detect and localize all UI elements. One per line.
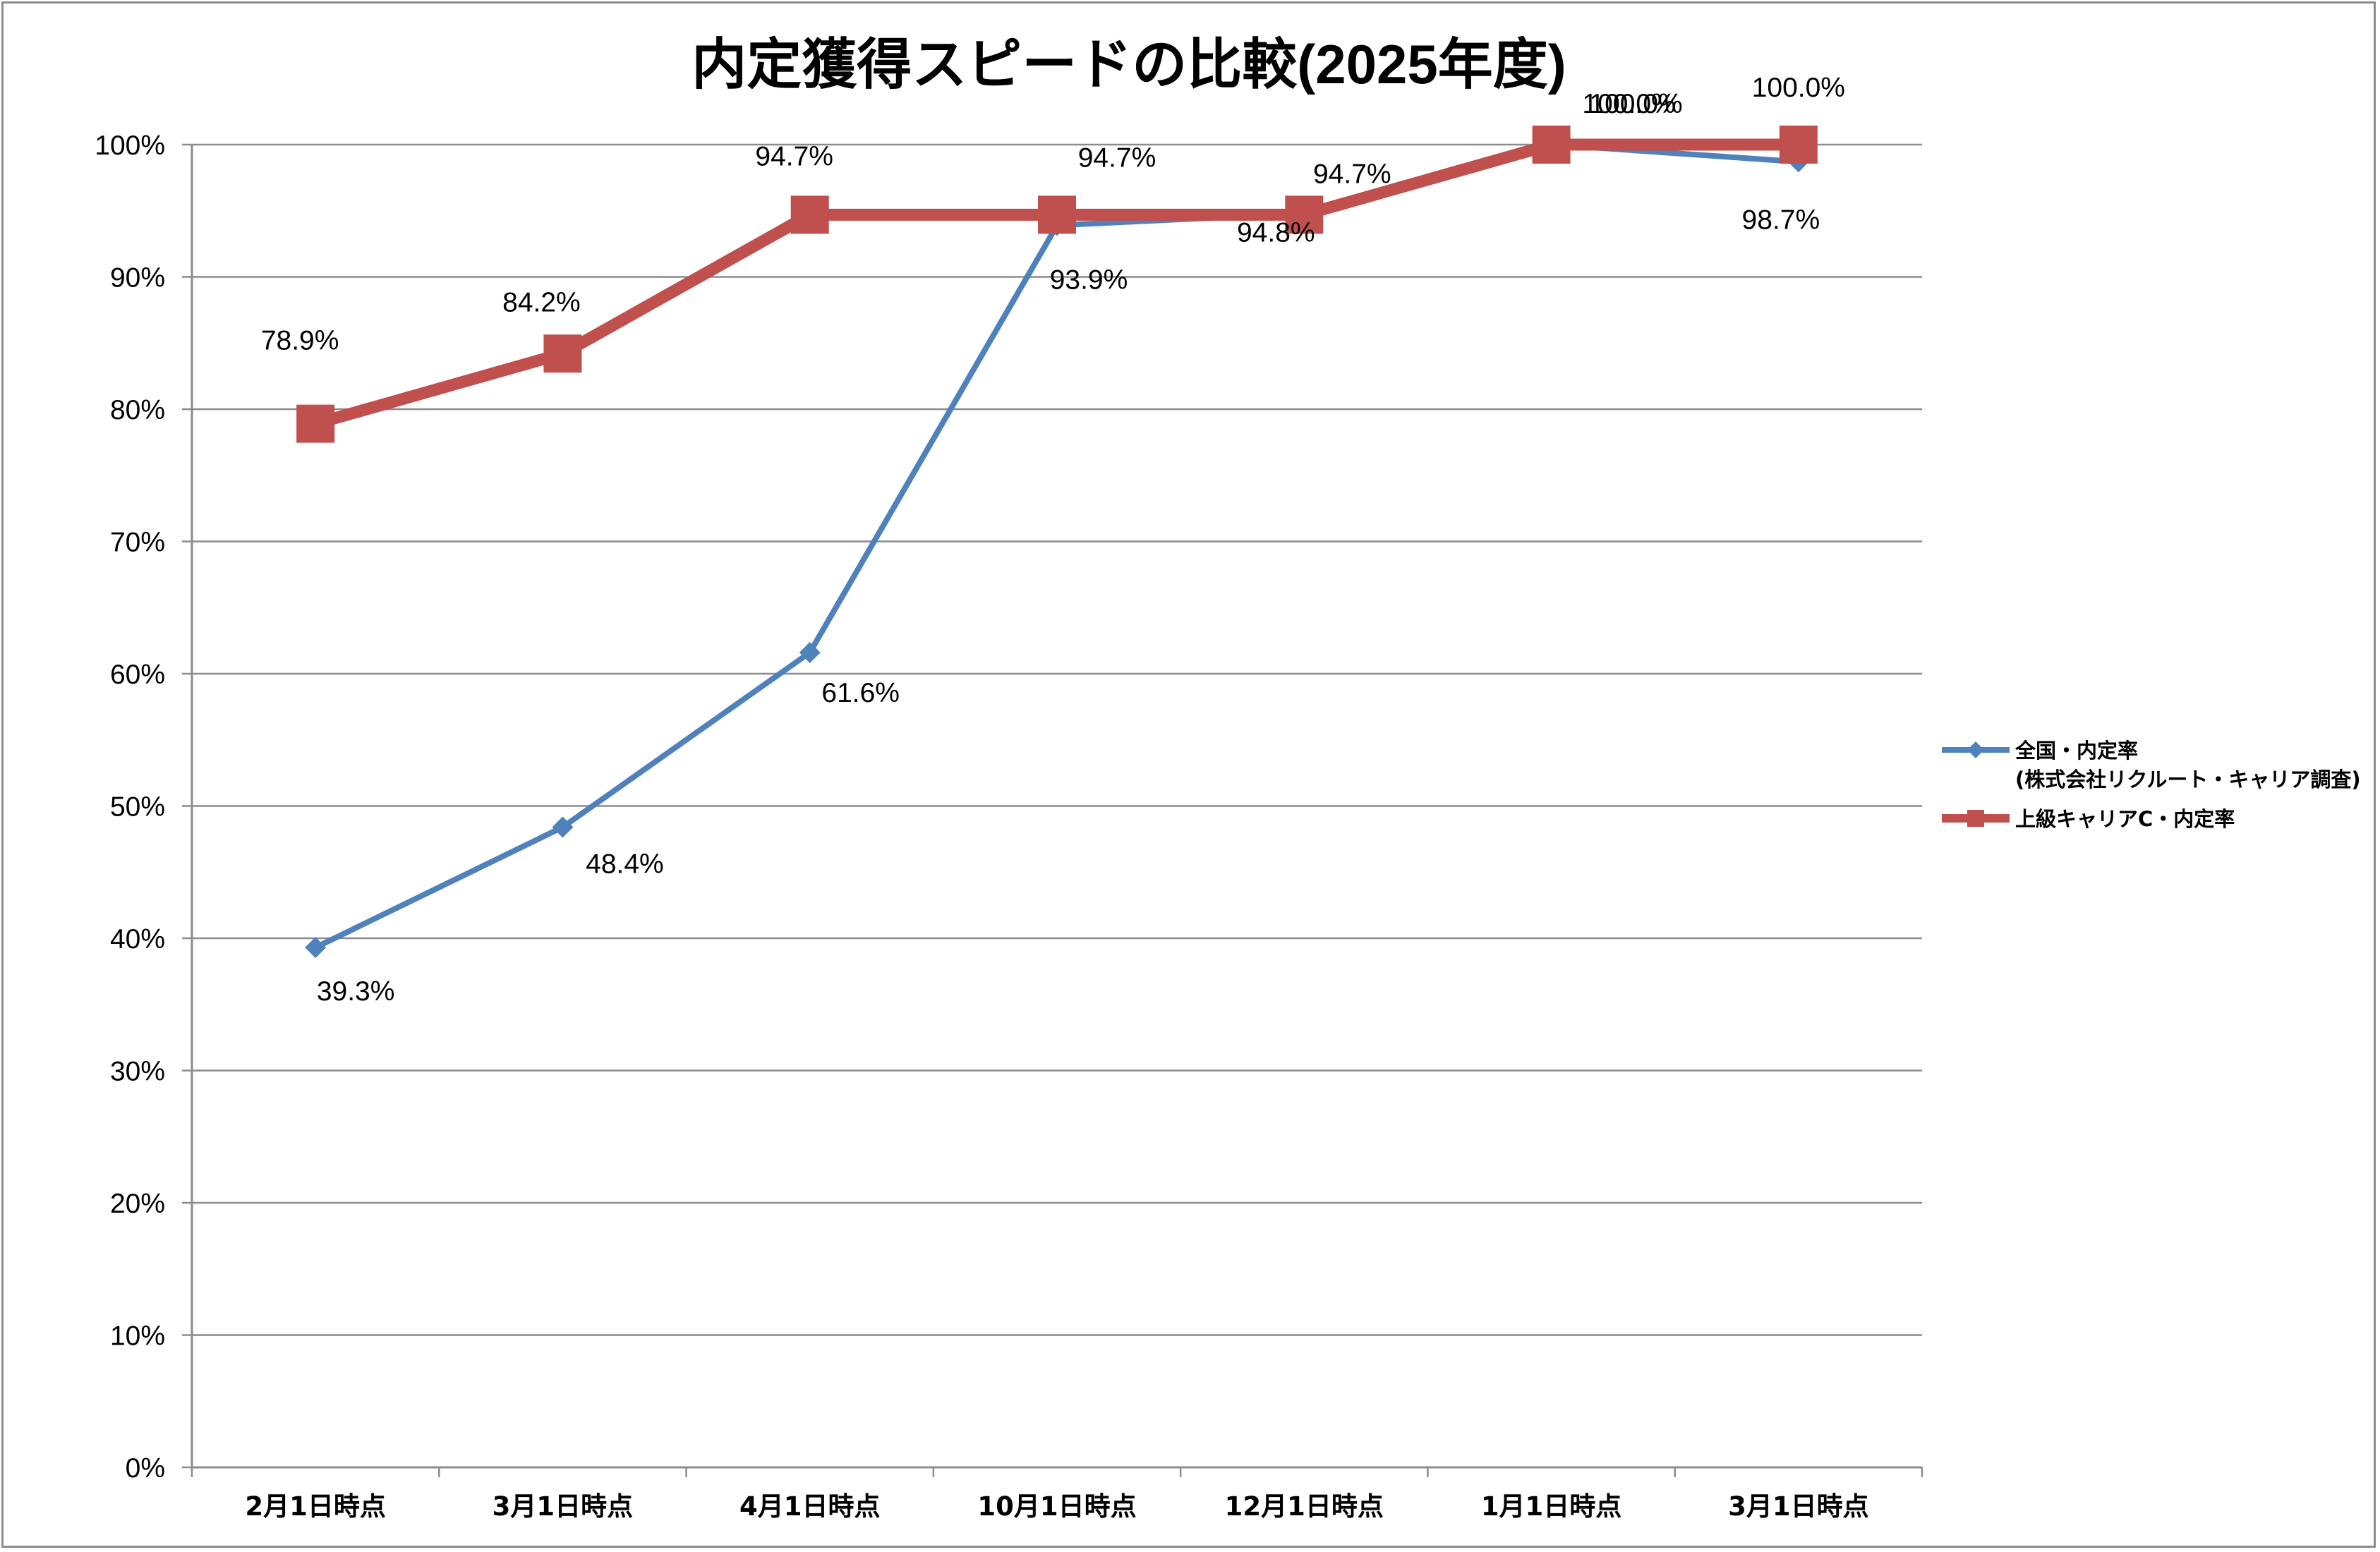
x-tick-label-3: 10月1日時点 (977, 1491, 1136, 1522)
series-0-data-label-2: 61.6% (821, 678, 900, 708)
series-1-data-label-5: 100.0% (1589, 89, 1682, 119)
y-tick-label-0: 0% (126, 1453, 165, 1484)
y-tick-label-6: 60% (110, 660, 165, 690)
x-tick-label-2: 4月1日時点 (739, 1491, 881, 1522)
y-tick-label-8: 80% (110, 395, 165, 425)
series-1-data-label-4: 94.7% (1313, 159, 1391, 189)
series-0-data-label-4: 94.8% (1237, 218, 1315, 248)
y-tick-label-7: 70% (110, 528, 165, 558)
series-1-point-5 (1532, 126, 1571, 164)
series-1-point-0 (296, 404, 335, 443)
series-0-data-label-5: 100.0% (1582, 89, 1675, 119)
series-1-data-label-2: 94.7% (755, 141, 833, 171)
y-tick-label-10: 100% (95, 131, 165, 161)
series-1-data-label-1: 84.2% (502, 287, 581, 317)
y-tick-label-9: 90% (110, 263, 165, 293)
series-1-point-3 (1038, 195, 1076, 234)
series-1-data-label-3: 94.7% (1078, 143, 1156, 173)
series-1-point-2 (790, 195, 829, 234)
y-tick-label-2: 20% (110, 1189, 165, 1219)
legend-label-0: 全国・内定率 (2014, 739, 2138, 763)
series-0-data-label-6: 98.7% (1742, 205, 1820, 235)
x-tick-label-0: 2月1日時点 (245, 1491, 386, 1522)
x-tick-label-4: 12月1日時点 (1225, 1491, 1384, 1522)
y-tick-label-4: 40% (110, 924, 165, 954)
legend-marker-1 (1967, 810, 1984, 827)
x-tick-label-1: 3月1日時点 (493, 1491, 634, 1522)
legend-marker-0 (1967, 741, 1984, 758)
y-tick-label-5: 50% (110, 792, 165, 823)
series-1-point-6 (1779, 126, 1818, 164)
series-0-data-label-3: 93.9% (1050, 265, 1128, 295)
series-0-data-label-1: 48.4% (586, 849, 664, 880)
series-1-data-label-0: 78.9% (261, 326, 339, 356)
y-tick-label-3: 30% (110, 1057, 165, 1087)
chart-title: 内定獲得スピードの比較(2025年度) (691, 33, 1566, 95)
series-0-point-2 (799, 642, 821, 663)
y-tick-label-1: 10% (110, 1321, 165, 1352)
series-1-data-label-6: 100.0% (1752, 73, 1845, 103)
series-0-data-label-0: 39.3% (317, 976, 395, 1007)
x-tick-label-6: 3月1日時点 (1728, 1491, 1869, 1522)
series-1-point-4 (1285, 195, 1324, 234)
series-1-point-1 (543, 334, 582, 373)
series-0-point-0 (305, 937, 327, 959)
legend-label-0-line2: (株式会社リクルート・キャリア調査) (2015, 768, 2361, 792)
series-0-point-1 (552, 816, 574, 838)
legend-label-1: 上級キャリアC・内定率 (2015, 807, 2235, 831)
x-tick-label-5: 1月1日時点 (1481, 1491, 1622, 1522)
